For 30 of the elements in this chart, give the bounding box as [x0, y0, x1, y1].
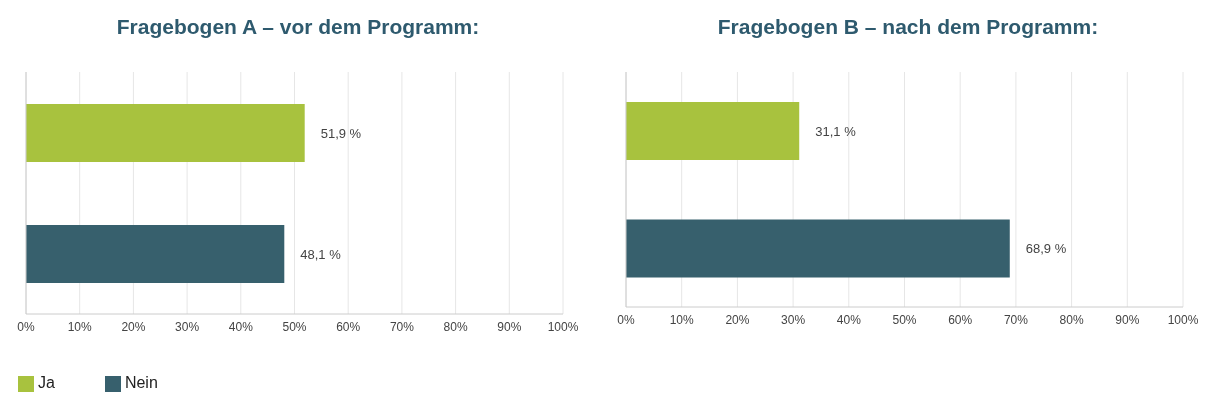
- x-tick-label: 80%: [1059, 312, 1084, 327]
- data-label: 51,9 %: [320, 125, 362, 141]
- x-tick-label: 30%: [781, 312, 806, 327]
- x-tick-label: 40%: [228, 319, 254, 334]
- chart-title: Fragebogen A – vor dem Programm:: [115, 14, 481, 40]
- x-tick-label: 80%: [443, 319, 468, 334]
- x-tick-label: 90%: [1115, 312, 1140, 327]
- x-tick-label: 70%: [389, 319, 415, 334]
- data-label: 48,1 %: [300, 246, 342, 262]
- legend-label: Nein: [124, 374, 158, 391]
- x-tick-label: 50%: [892, 312, 917, 327]
- x-tick-label: 60%: [948, 312, 973, 327]
- x-tick-label: 40%: [836, 312, 862, 327]
- legend-label: Ja: [38, 374, 55, 391]
- x-tick-label: 10%: [67, 319, 93, 334]
- x-tick-label: 50%: [282, 319, 307, 334]
- x-tick-label: 100%: [547, 319, 579, 334]
- x-tick-label: 70%: [1003, 312, 1029, 327]
- data-label: 68,9 %: [1025, 241, 1067, 257]
- x-tick-label: 0%: [617, 312, 635, 327]
- data-label: 31,1 %: [815, 123, 857, 139]
- x-tick-label: 20%: [725, 312, 750, 327]
- x-tick-label: 100%: [1167, 312, 1199, 327]
- x-tick-label: 60%: [336, 319, 361, 334]
- x-tick-label: 30%: [175, 319, 200, 334]
- chart-title: Fragebogen B – nach dem Programm:: [716, 14, 1100, 40]
- x-tick-label: 10%: [669, 312, 695, 327]
- x-tick-label: 20%: [121, 319, 146, 334]
- x-tick-label: 90%: [497, 319, 522, 334]
- x-tick-label: 0%: [17, 319, 35, 334]
